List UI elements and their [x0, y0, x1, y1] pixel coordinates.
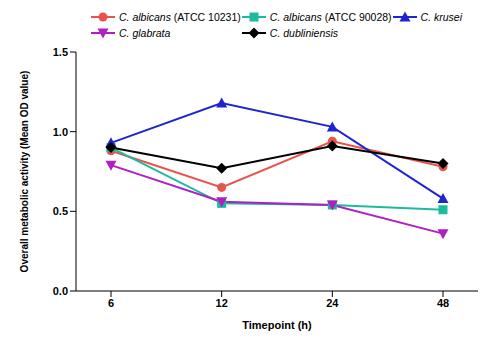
html-text:C. glabrata: C. glabrata: [119, 27, 171, 39]
html-text:C. albicans (ATCC 10231): C. albicans (ATCC 10231): [119, 11, 241, 23]
svg-text:0.0: 0.0: [53, 285, 68, 297]
svg-text:24: 24: [326, 297, 339, 309]
svg-text:1.5: 1.5: [53, 46, 68, 58]
html-text:C. krusei: C. krusei: [420, 11, 462, 23]
svg-text:Overall metabolic activity (Me: Overall metabolic activity (Mean OD valu…: [19, 71, 30, 273]
svg-text:Timepoint (h): Timepoint (h): [242, 319, 312, 331]
svg-text:0.5: 0.5: [53, 205, 68, 217]
svg-text:6: 6: [108, 297, 114, 309]
svg-text:48: 48: [437, 297, 449, 309]
svg-text:1.0: 1.0: [53, 126, 68, 138]
svg-text:12: 12: [216, 297, 228, 309]
html-text:C. dubliniensis: C. dubliniensis: [269, 27, 339, 39]
html-text:C. albicans (ATCC 90028): C. albicans (ATCC 90028): [269, 11, 392, 23]
